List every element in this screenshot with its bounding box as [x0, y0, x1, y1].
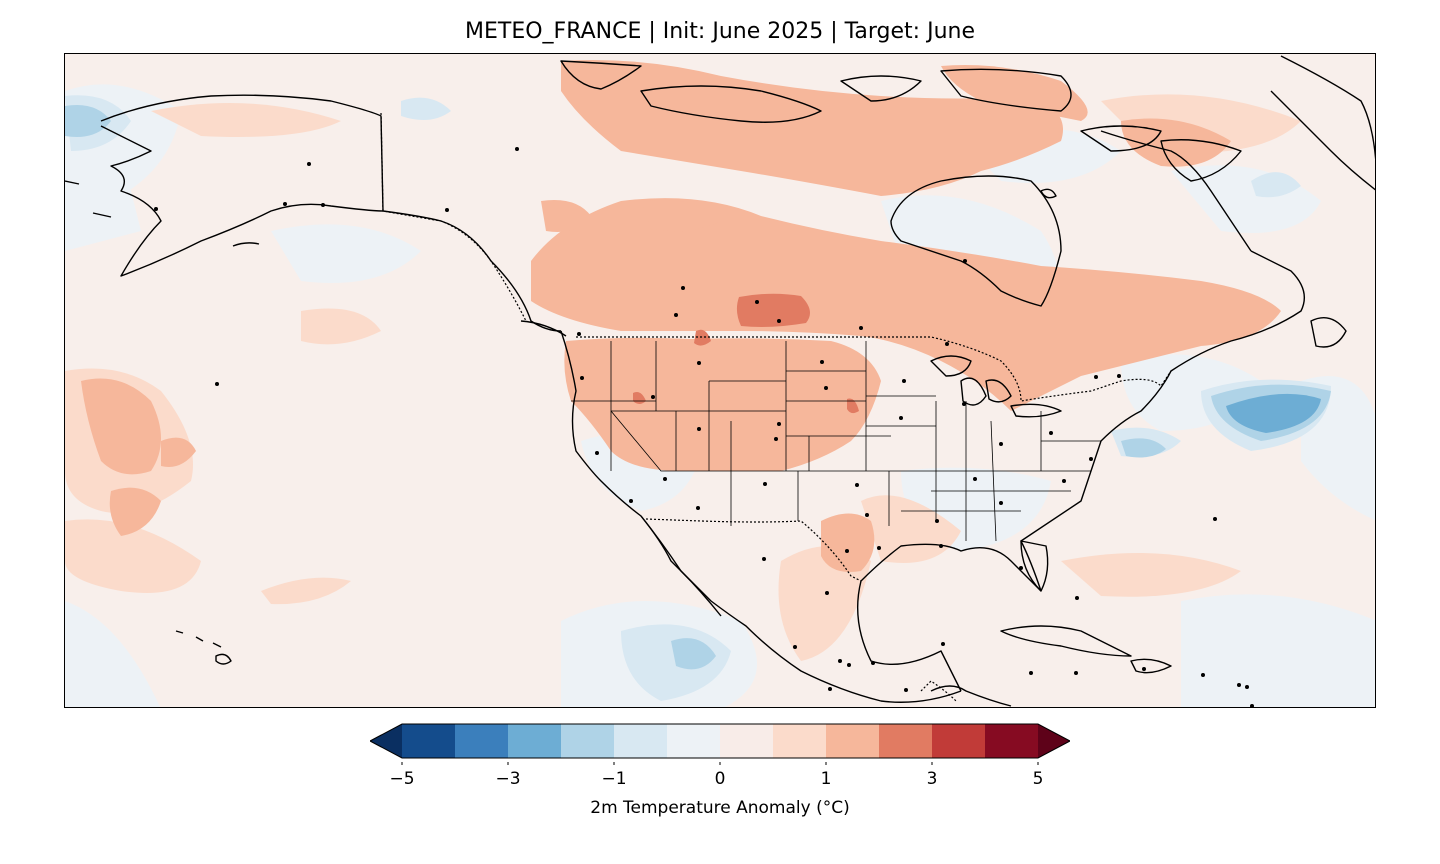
colorbar-segment [720, 724, 774, 758]
colorbar-segment [826, 724, 880, 758]
colorbar-segment [985, 724, 1039, 758]
map-title: METEO_FRANCE | Init: June 2025 | Target:… [465, 19, 975, 44]
colorbar-label: 2m Temperature Anomaly (°C) [590, 798, 850, 818]
map-panel [64, 53, 1376, 708]
anomaly-map [65, 55, 1375, 707]
colorbar-tick-marks [401, 762, 1039, 765]
strong-cool-anomaly-regions [1226, 393, 1321, 433]
colorbar-over-arrow [1038, 724, 1070, 758]
colorbar-outline [370, 723, 1070, 759]
moderate-warm-anomaly-regions [81, 60, 1281, 572]
colorbar-segment [402, 724, 456, 758]
colorbar-segment [508, 724, 562, 758]
colorbar-tick-label: −5 [389, 769, 415, 789]
colorbar-segment [932, 724, 986, 758]
colorbar-segment [773, 724, 827, 758]
colorbar-segment [667, 724, 721, 758]
colorbar-tick-label: 1 [820, 769, 832, 789]
colorbar-segment [561, 724, 615, 758]
colorbar-tick-label: 3 [926, 769, 938, 789]
colorbar-tick-label: −3 [495, 769, 521, 789]
colorbar-under-arrow [370, 724, 402, 758]
colorbar-segment [879, 724, 933, 758]
colorbar-segment [455, 724, 509, 758]
city-markers [154, 147, 1254, 707]
coastlines [65, 55, 1375, 707]
country-borders [380, 112, 1172, 702]
us-state-borders [571, 341, 1101, 542]
colorbar-segment [614, 724, 668, 758]
colorbar-tick-label: 5 [1032, 769, 1044, 789]
colorbar-segments [402, 724, 1039, 758]
colorbar-tick-label: −1 [601, 769, 627, 789]
colorbar-tick-label: 0 [714, 769, 726, 789]
colorbar [370, 723, 1070, 759]
